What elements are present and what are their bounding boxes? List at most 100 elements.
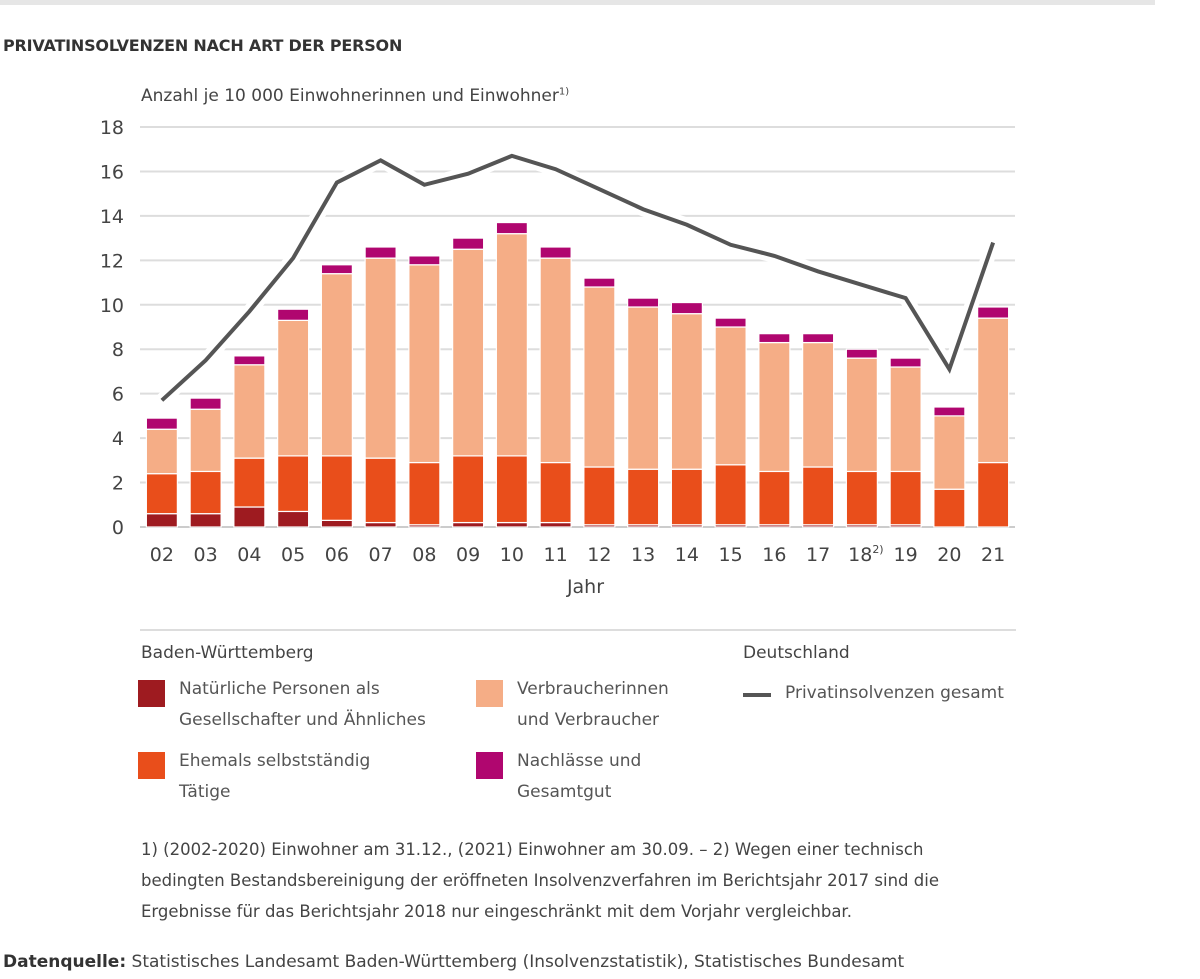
bar-segment	[845, 357, 878, 473]
bar-segment	[977, 317, 1010, 464]
bar-segment	[539, 521, 572, 528]
bar-segment	[145, 417, 178, 430]
bar-segment	[845, 470, 878, 526]
legend-item-natuerliche-personen: Natürliche Personen als Gesellschafter un…	[138, 679, 426, 736]
footnotes: 1) (2002-2020) Einwohner am 31.12., (202…	[141, 834, 1041, 927]
legend-group-de: Deutschland	[743, 643, 850, 663]
x-axis-label: Jahr	[566, 576, 604, 598]
bar-segment	[583, 277, 616, 288]
x-tick-label: 14	[675, 544, 699, 566]
legend-label: Privatinsolvenzen gesamt	[785, 683, 1004, 703]
bar-segment	[408, 264, 441, 464]
bar-segment	[320, 519, 353, 528]
source-text: Statistisches Landesamt Baden-Württember…	[126, 952, 905, 972]
bar-segment	[933, 406, 966, 417]
legend-swatch	[138, 680, 165, 707]
y-axis-label: Anzahl je 10 000 Einwohnerinnen und Einw…	[141, 86, 569, 106]
bar-segment	[233, 364, 266, 459]
bar-segment	[189, 397, 222, 410]
x-tick-label: 13	[631, 544, 655, 566]
y-tick-label: 6	[112, 384, 124, 406]
bar-segment	[145, 428, 178, 475]
y-tick-label: 18	[100, 117, 124, 139]
footnote-line: 1) (2002-2020) Einwohner am 31.12., (202…	[141, 840, 924, 859]
x-tick-label: 20	[937, 544, 961, 566]
line-privatinsolvenzen-gesamt	[160, 153, 996, 402]
bar-segment	[714, 464, 747, 526]
bar-segment	[802, 466, 835, 526]
bar-segment	[758, 341, 791, 473]
legend-label: und Verbraucher	[517, 710, 660, 730]
bar-segment	[189, 408, 222, 473]
bar-segment	[889, 357, 922, 368]
bar-segment	[277, 319, 310, 457]
bar-segment	[627, 297, 660, 308]
x-tick-label: 04	[237, 544, 261, 566]
legend-item-ehemals-selbststaendig: Ehemals selbstständig Tätige	[138, 751, 370, 808]
top-border	[0, 0, 1155, 5]
x-tick-label: 15	[719, 544, 743, 566]
bar-segment	[495, 455, 528, 524]
bar-segment	[539, 257, 572, 464]
bar-segment	[408, 461, 441, 526]
bar-segment	[320, 273, 353, 457]
x-tick-label: 17	[806, 544, 830, 566]
bar-segment	[189, 513, 222, 528]
bar-segment	[495, 221, 528, 235]
legend-line-swatch	[743, 693, 771, 697]
bar-segment	[977, 306, 1010, 319]
legend-label: Nachlässe und	[517, 751, 642, 771]
y-tick-label: 4	[112, 428, 124, 450]
x-tick-label: 10	[500, 544, 524, 566]
footnote-line: Ergebnisse für das Berichtsjahr 2018 nur…	[141, 902, 852, 921]
y-tick-label: 0	[112, 517, 124, 539]
bar-segment	[714, 326, 747, 466]
y-tick-label: 14	[100, 206, 124, 228]
bar-segment	[320, 264, 353, 275]
bar-segment	[364, 246, 397, 259]
x-tick-label: 06	[325, 544, 349, 566]
bar-segment	[277, 510, 310, 528]
y-axis-label-footnote: 1)	[558, 86, 570, 98]
legend-label: Verbraucherinnen	[517, 679, 669, 699]
bar-segment	[933, 488, 966, 528]
bar-segment	[495, 233, 528, 457]
bar-segment	[802, 333, 835, 344]
bar-segment	[670, 313, 703, 470]
bar-segment	[670, 468, 703, 526]
bar-segment	[802, 341, 835, 468]
bar-segment	[233, 506, 266, 528]
legend-item-verbraucher: Verbraucherinnen und Verbraucher	[476, 679, 669, 736]
bar-segment	[233, 457, 266, 508]
bar-segment	[933, 415, 966, 490]
legend-item-privatinsolvenzen-gesamt: Privatinsolvenzen gesamt	[743, 683, 1004, 709]
legend-label: Tätige	[179, 782, 231, 802]
bar-segment	[233, 355, 266, 366]
bar-segment	[452, 248, 485, 457]
bar-segment	[408, 255, 441, 266]
legend-swatch	[476, 752, 503, 779]
x-tick-label: 05	[281, 544, 305, 566]
x-tick-label: 182)	[848, 543, 883, 566]
x-tick-label: 16	[762, 544, 786, 566]
bar-segment	[627, 306, 660, 470]
legend-label: Natürliche Personen als	[179, 679, 380, 699]
x-tick-label: 07	[369, 544, 393, 566]
x-tick-label: 03	[194, 544, 218, 566]
bar-segment	[583, 466, 616, 526]
bar-segment	[670, 301, 703, 315]
bar-segment	[495, 521, 528, 528]
bar-segment	[452, 237, 485, 250]
y-axis-label-text: Anzahl je 10 000 Einwohnerinnen und Einw…	[141, 86, 559, 106]
x-tick-label: 11	[544, 544, 568, 566]
bar-segment	[539, 246, 572, 259]
source: Datenquelle: Statistisches Landesamt Bad…	[3, 952, 904, 972]
x-tick-label: 09	[456, 544, 480, 566]
x-tick-label: 21	[981, 544, 1005, 566]
bar-segment	[277, 308, 310, 321]
x-tick-label: 19	[894, 544, 918, 566]
legend-item-nachlaesse: Nachlässe und Gesamtgut	[476, 751, 641, 808]
legend-label: Ehemals selbstständig	[179, 751, 371, 771]
bar-segment	[845, 348, 878, 359]
chart-title: PRIVATINSOLVENZEN NACH ART DER PERSON	[3, 36, 403, 55]
